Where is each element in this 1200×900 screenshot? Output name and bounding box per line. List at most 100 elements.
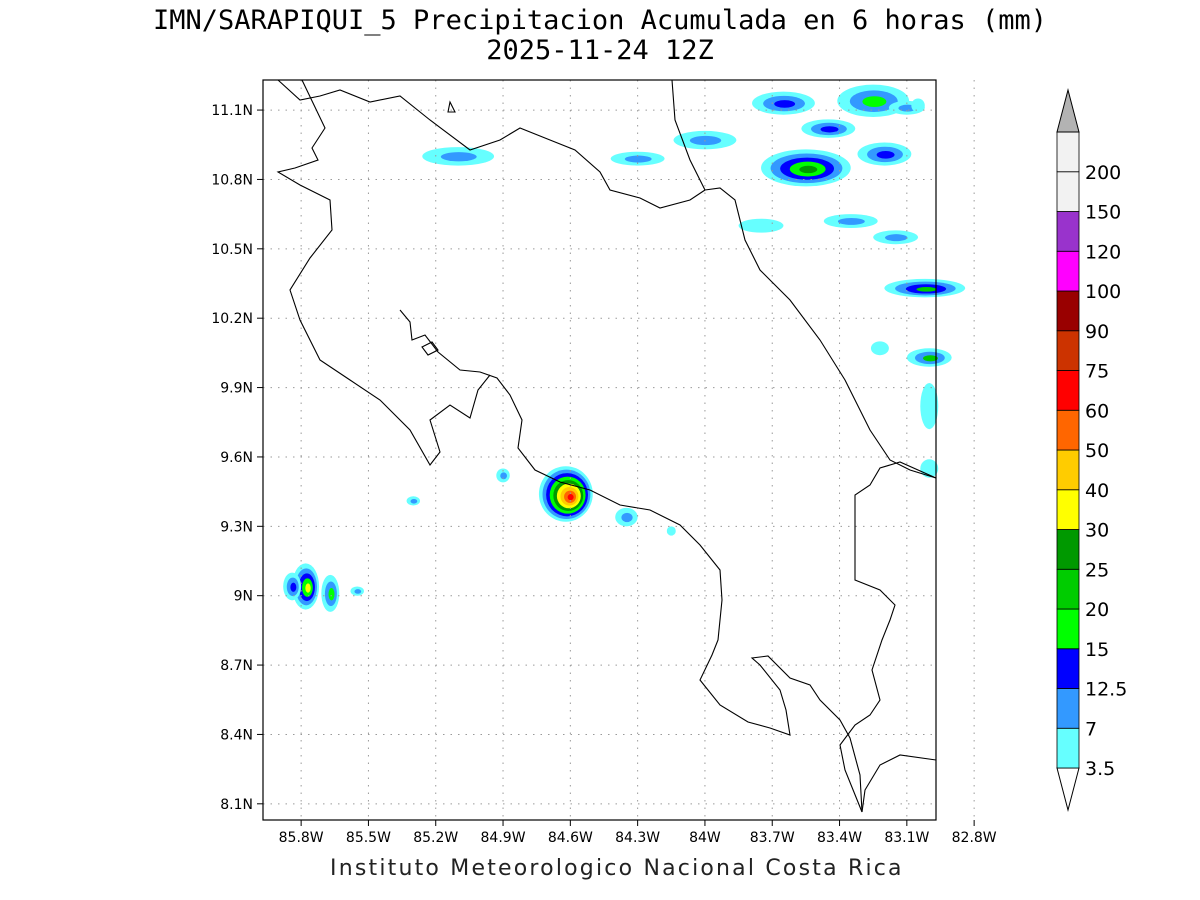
precip-cell [666,526,676,536]
y-tick-label: 9N [234,589,253,605]
precip-contour [689,135,722,146]
precip-cell [823,214,878,228]
precip-contour [885,234,908,242]
precip-contour [870,341,889,356]
x-tick-label: 84.3W [615,830,660,846]
precip-contour [305,583,311,593]
precip-cell [752,91,815,115]
precip-cell [761,149,851,187]
precip-contour [500,472,508,480]
x-tick-label: 83.7W [750,830,795,846]
x-tick-label: 82.8W [952,830,997,846]
map-frame [262,79,937,821]
colorbar-segment [1056,250,1080,292]
precip-contour [922,355,938,362]
colorbar-label: 100 [1085,281,1121,303]
coastline-island-north [447,100,456,113]
border-nicaragua [671,79,706,191]
credit-footer: Instituto Meteorologico Nacional Costa R… [330,856,904,881]
precipitation-fields [283,84,966,612]
x-tick-label: 84.9W [481,830,526,846]
precip-contour [799,165,818,174]
colorbar-segment [1056,449,1080,491]
colorbar-segment [1056,409,1080,451]
precip-cell [738,218,784,233]
precip-cell [422,147,495,166]
y-tick-label: 10.8N [211,172,253,188]
colorbar-segment [1056,727,1080,769]
precip-contour [624,155,652,163]
colorbar-segment [1056,370,1080,411]
colorbar-label: 90 [1085,321,1109,343]
colorbar-segment [1056,171,1080,212]
precip-contour [916,287,937,292]
latitude-axis: 8.1N 8.4N 8.7N 9N 9.3N 9.6N 9.9N 10.2N 10.5N 10.8… [211,103,263,813]
precip-cell [406,496,421,506]
precip-contour [774,100,796,108]
precip-contour [920,382,939,430]
colorbar-label: 50 [1085,440,1109,462]
precip-contour [862,96,887,108]
precip-cell [884,278,966,298]
colorbar-segment [1056,608,1080,650]
border-panama [839,461,937,813]
colorbar-segment [1056,131,1080,173]
colorbar-label: 200 [1085,162,1121,184]
precip-cell [321,574,340,612]
x-tick-label: 83.4W [817,830,862,846]
map-subtitle: 2025-11-24 12Z [486,35,714,66]
precip-cell [350,586,364,596]
colorbar-segment [1056,648,1080,689]
colorbar-label: 30 [1085,520,1109,542]
coastline-gulf-nicoya [399,309,863,813]
y-tick-label: 8.4N [220,727,253,743]
precip-contour [820,126,839,133]
x-tick-label: 85.8W [279,830,324,846]
precip-contour [876,150,895,159]
precip-contour [666,526,676,536]
colorbar-label: 20 [1085,599,1109,621]
precip-cell [906,348,952,367]
colorbar-label: 120 [1085,241,1121,263]
coastline-island-nicoya [421,341,439,356]
colorbar-label: 75 [1085,361,1109,383]
y-tick-label: 10.2N [211,311,253,327]
y-tick-label: 9.3N [220,519,253,535]
precip-cell [610,151,665,166]
precip-cell [920,382,939,430]
colorbar-label: 150 [1085,202,1121,224]
precip-contour [738,218,784,233]
precip-contour [328,588,335,601]
precip-contour [440,152,477,162]
colorbar-label: 60 [1085,400,1109,422]
colorbar-label: 12.5 [1085,679,1127,701]
precip-cell [857,142,912,166]
precip-cell [496,468,510,483]
precip-contour [621,512,633,523]
precip-cell [870,341,889,356]
precip-contour [567,494,574,501]
coastline-caribbean-south [704,187,937,479]
colorbar-legend: 3.5 7 12.5 15 20 25 30 40 50 60 75 90 100 120 150 200 [1056,88,1127,812]
x-tick-label: 85.5W [346,830,391,846]
coastline-pacific-north [276,79,491,466]
map-gridlines [263,80,975,820]
x-tick-label: 83.1W [884,830,929,846]
precip-cell [538,466,593,522]
colorbar-label: 40 [1085,480,1109,502]
precip-contour [290,582,297,592]
precip-contour [410,498,418,504]
precip-contour [837,217,865,225]
colorbar-label: 7 [1085,718,1097,740]
coastline-caribbean-north [277,79,706,209]
colorbar-arrow-high [1056,88,1080,133]
precip-cell [911,98,925,113]
precip-cell [873,230,919,245]
y-tick-label: 11.1N [211,103,253,119]
precip-cell [615,507,638,527]
colorbar-label: 15 [1085,639,1109,661]
colorbar-segment [1056,330,1080,371]
y-tick-label: 8.1N [220,797,253,813]
y-tick-label: 9.9N [220,381,253,397]
